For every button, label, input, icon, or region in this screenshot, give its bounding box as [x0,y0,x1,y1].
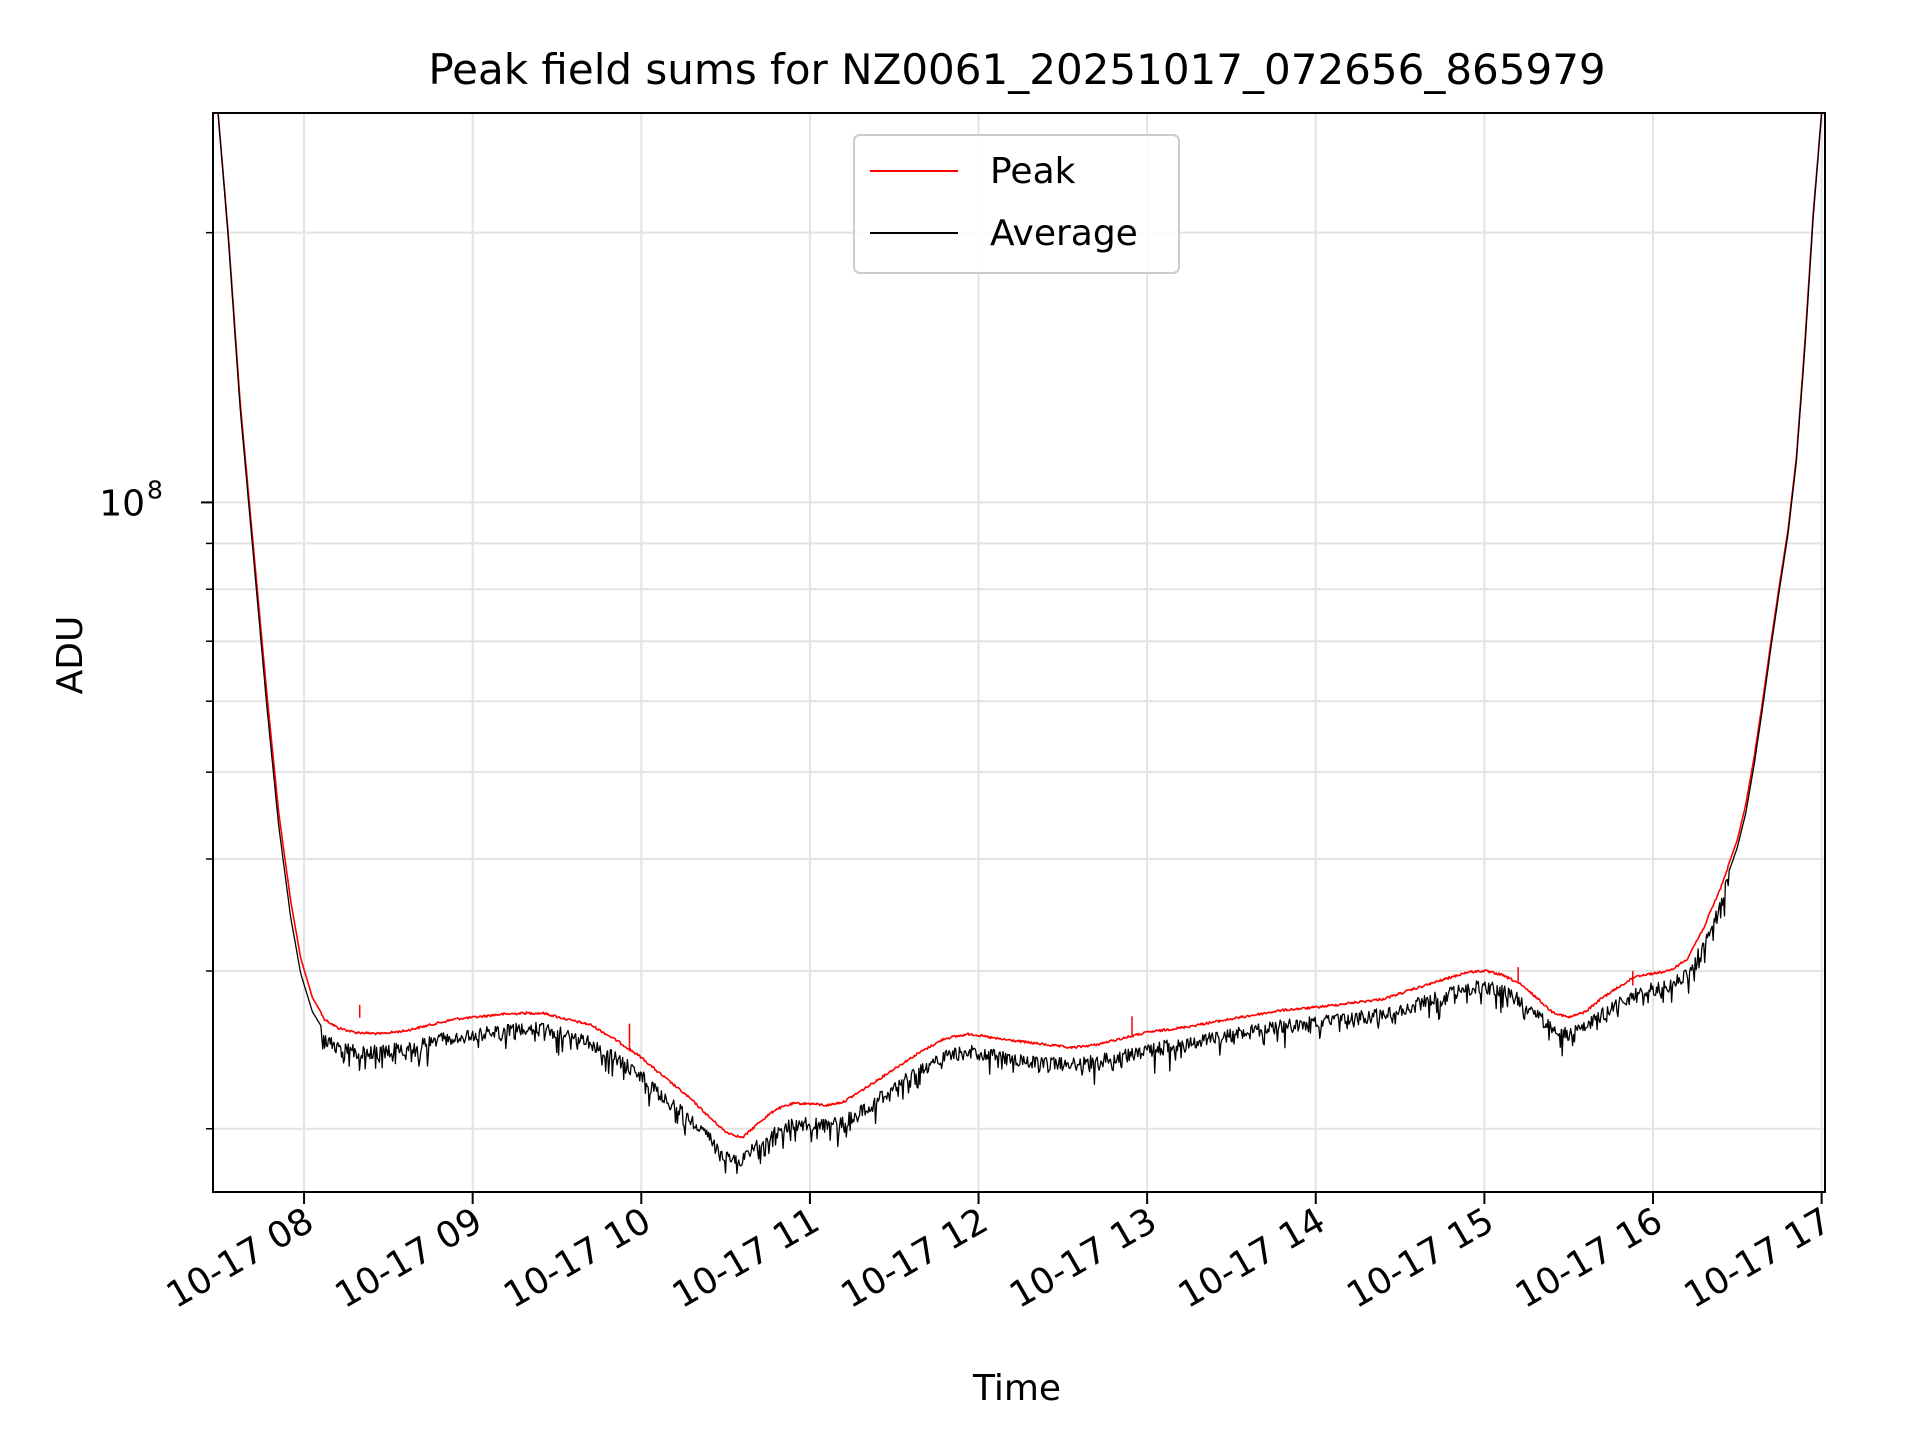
y-tick-label-exponent: 8 [147,475,163,504]
x-tick-label: 10-17 10 [497,1200,658,1316]
legend-label-peak: Peak [990,151,1076,192]
x-tick-label: 10-17 13 [1003,1200,1164,1316]
x-tick-label: 10-17 15 [1340,1200,1501,1316]
series-line-average [217,112,1823,1174]
y-axis-label: ADU [50,616,91,695]
x-tick-label: 10-17 11 [666,1200,827,1316]
series-line-peak [217,112,1823,1139]
x-axis-label: Time [972,1368,1061,1409]
y-tick-label-base: 10 [99,483,145,524]
x-tick-label: 10-17 16 [1509,1200,1670,1316]
x-tick-label: 10-17 08 [160,1200,321,1316]
legend-box [853,134,1180,274]
x-tick-label: 10-17 09 [328,1200,489,1316]
x-tick-label: 10-17 12 [834,1200,995,1316]
grid-lines [213,113,1825,1192]
x-tick-label: 10-17 14 [1172,1200,1333,1316]
legend-label-average: Average [990,213,1138,254]
x-tick-label: 10-17 17 [1677,1200,1838,1316]
axis-ticks: 10-17 08 10-17 09 10-17 10 10-17 11 10-17 12… [99,231,1838,1317]
series-lines [217,112,1823,1174]
y-tick-label: 10 8 [99,475,163,524]
chart-title: Peak field sums for NZ0061_20251017_0726… [428,45,1605,94]
plot-frame [212,112,1826,1193]
legend: Peak Average [853,134,1180,274]
